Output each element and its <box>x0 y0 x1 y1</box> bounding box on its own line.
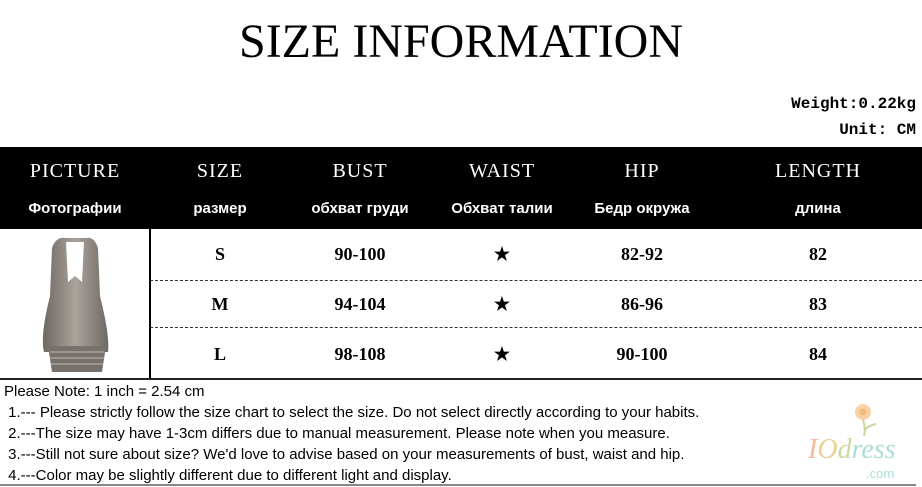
hip-cell: 86-96 <box>621 294 663 314</box>
waist-star-icon: ★ <box>493 244 511 264</box>
size-cell: L <box>213 344 227 364</box>
waist-star-icon: ★ <box>493 294 511 314</box>
bust-cell: 90-100 <box>334 244 386 264</box>
hip-cell: 82-92 <box>621 244 663 264</box>
header-length: LENGTH <box>775 160 861 182</box>
header-waist-ru: Обхват талии <box>451 200 553 217</box>
note-line: Please Note: 1 inch = 2.54 cm <box>4 383 205 400</box>
row-divider <box>150 280 922 281</box>
header-hip: HIP <box>624 160 660 182</box>
note-line: 2.---The size may have 1-3cm differs due… <box>4 425 670 442</box>
length-cell: 83 <box>809 294 827 314</box>
length-cell: 82 <box>809 244 827 264</box>
table-bottom-border <box>0 378 922 380</box>
header-bust: BUST <box>332 160 388 182</box>
size-cell: S <box>214 244 226 264</box>
flower-icon <box>855 404 877 436</box>
notes: Please Note: 1 inch = 2.54 cm 1.--- Plea… <box>4 381 699 486</box>
note-line: 1.--- Please strictly follow the size ch… <box>4 404 700 421</box>
column-divider <box>149 229 151 379</box>
product-dress-image <box>42 237 109 372</box>
header-waist: WAIST <box>468 160 536 182</box>
note-line: 3.---Still not sure about size? We'd lov… <box>4 446 685 463</box>
size-cell: M <box>211 294 229 314</box>
hip-cell: 90-100 <box>616 344 668 364</box>
iodress-watermark-logo: IOdress .com <box>808 404 918 484</box>
header-picture-ru: Фотографии <box>28 200 122 217</box>
logo-wordmark: IOdress <box>808 434 896 465</box>
header-length-ru: длина <box>795 200 841 217</box>
waist-star-icon: ★ <box>493 344 511 364</box>
header-picture: PICTURE <box>29 160 121 182</box>
logo-domain: .com <box>866 466 895 481</box>
note-line: 4.---Color may be slightly different due… <box>4 467 452 484</box>
length-cell: 84 <box>809 344 827 364</box>
header-bust-ru: обхват груди <box>311 200 409 217</box>
header-size: SIZE <box>196 160 244 182</box>
row-divider <box>150 327 922 328</box>
header-size-ru: размер <box>193 200 247 217</box>
table-header: PICTURE Фотографии SIZE размер BUST обхв… <box>0 147 922 229</box>
bust-cell: 94-104 <box>334 294 386 314</box>
page-title: SIZE INFORMATION <box>239 15 683 68</box>
header-hip-ru: Бедр окружа <box>594 200 690 217</box>
unit-label: Unit: CM <box>839 121 916 139</box>
weight-label: Weight:0.22kg <box>791 95 916 113</box>
bottom-border <box>0 484 916 486</box>
bust-cell: 98-108 <box>334 344 386 364</box>
